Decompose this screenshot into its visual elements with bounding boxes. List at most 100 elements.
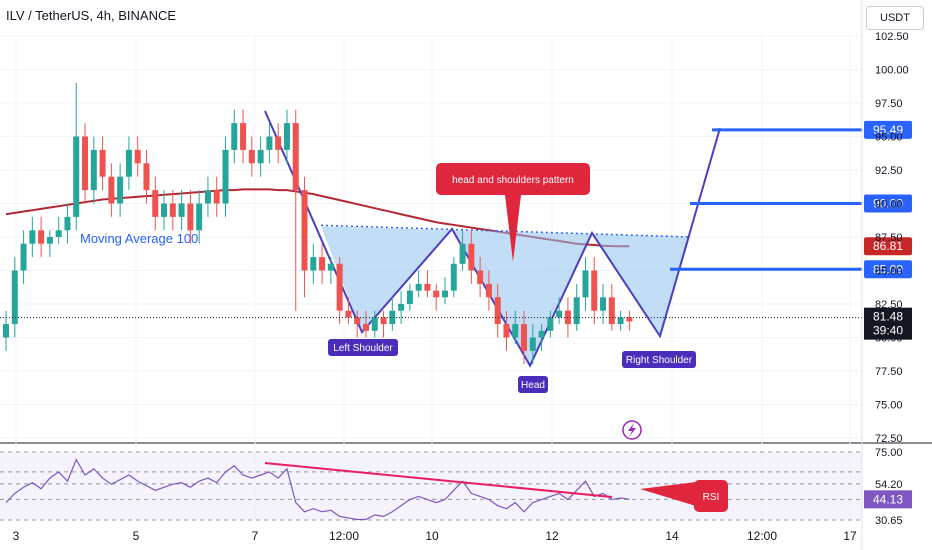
candle-body <box>424 283 431 291</box>
price-tag-label: 90.00 <box>873 197 903 211</box>
candle-body <box>468 243 475 271</box>
moving-average-label: Moving Average 100 <box>80 231 198 246</box>
candle-body <box>600 297 607 311</box>
rsi-callout-pointer <box>640 482 696 506</box>
candle-body <box>538 330 545 338</box>
candle-body <box>582 270 589 298</box>
candle-body <box>485 283 492 298</box>
candle-body <box>125 149 132 177</box>
candle-body <box>310 257 317 271</box>
price-tick-label: 102.50 <box>875 31 909 43</box>
candle-body <box>275 136 282 150</box>
pattern-shading <box>321 226 690 366</box>
candle-body <box>494 297 501 325</box>
candle-body <box>64 216 71 231</box>
time-tick-label: 10 <box>425 529 439 543</box>
rsi-tick-label: 54.20 <box>875 479 903 491</box>
time-tick-label: 17 <box>843 529 857 543</box>
price-tag-box <box>864 120 912 139</box>
time-tick-label: 12 <box>545 529 559 543</box>
rsi-tick-label: 75.00 <box>875 447 903 459</box>
candle-body <box>266 136 273 150</box>
current-price-label: 81.48 <box>873 310 903 324</box>
chart-title: ILV / TetherUS, 4h, BINANCE <box>6 8 177 23</box>
candle-body <box>108 176 115 204</box>
candle-body <box>283 123 290 150</box>
candle-body <box>73 136 80 217</box>
candle-body <box>345 310 352 318</box>
price-tick-label: 95.00 <box>875 132 903 144</box>
currency-button[interactable]: USDT <box>866 6 924 30</box>
right-shoulder-label: Right Shoulder <box>626 355 693 366</box>
candle-body <box>336 263 343 311</box>
candle-body <box>55 230 62 237</box>
price-tag-label: 86.81 <box>873 239 903 253</box>
candle-body <box>117 176 124 204</box>
candle-body <box>512 324 519 338</box>
price-tag-box <box>864 194 912 213</box>
candle-body <box>231 123 238 150</box>
candle-body <box>301 190 308 271</box>
candle-body <box>442 290 448 298</box>
right-shoulder-label-box <box>622 351 696 368</box>
rsi-current-label: 44.13 <box>873 492 903 506</box>
time-tick-label: 3 <box>13 529 20 543</box>
candle-body <box>398 304 405 311</box>
price-tick-label: 72.50 <box>875 433 903 445</box>
time-tick-label: 5 <box>133 529 140 543</box>
candle-body <box>196 203 203 231</box>
time-tick-label: 7 <box>252 529 259 543</box>
countdown-label: 39:40 <box>873 324 903 338</box>
candle-body <box>319 257 326 271</box>
candle-body <box>608 297 615 325</box>
price-tick-label: 75.00 <box>875 400 903 412</box>
candle-body <box>617 317 624 325</box>
lightning-icon-glyph <box>628 423 636 437</box>
price-tag-box <box>864 237 912 256</box>
time-tick-label: 12:00 <box>329 529 359 543</box>
candle-body <box>371 317 378 331</box>
pattern-callout-box <box>436 163 590 195</box>
candle-body <box>450 263 457 291</box>
candle-body <box>380 317 387 325</box>
pattern-callout-pointer <box>505 195 521 262</box>
candle-body <box>521 324 528 351</box>
candle-body <box>90 149 97 191</box>
price-tick-label: 97.50 <box>875 98 903 110</box>
head-label-box <box>518 376 548 393</box>
pattern-callout-text: head and shoulders pattern <box>452 175 574 186</box>
rsi-current-box <box>864 490 912 509</box>
candle-body <box>459 243 466 264</box>
time-tick-label: 14 <box>665 529 679 543</box>
candle-body <box>187 203 194 231</box>
candle-body <box>389 310 396 325</box>
current-price-box <box>864 307 912 340</box>
candle-body <box>547 317 554 331</box>
candle-body <box>178 203 185 217</box>
price-tick-label: 85.00 <box>875 266 903 278</box>
left-shoulder-label: Left Shoulder <box>333 343 393 354</box>
head-label: Head <box>521 380 545 391</box>
rsi-divergence-line <box>264 462 613 498</box>
price-tag-box <box>864 260 912 279</box>
candle-body <box>99 149 106 177</box>
candle-body <box>433 290 440 298</box>
candle-body <box>213 190 220 204</box>
candle-body <box>415 283 422 291</box>
candle-body <box>529 337 536 351</box>
candle-body <box>169 203 176 217</box>
left-shoulder-label-box <box>328 339 398 356</box>
candle-body <box>11 270 18 325</box>
candle-body <box>354 317 361 325</box>
candle-body <box>257 149 264 164</box>
candle-body <box>38 230 45 244</box>
candle-body <box>362 324 369 331</box>
candle-body <box>248 149 255 164</box>
candle-body <box>503 324 510 338</box>
candle-body <box>556 310 563 318</box>
candle-body <box>591 270 598 311</box>
rsi-callout-box <box>694 480 728 512</box>
price-tag-label: 95.49 <box>873 123 903 137</box>
